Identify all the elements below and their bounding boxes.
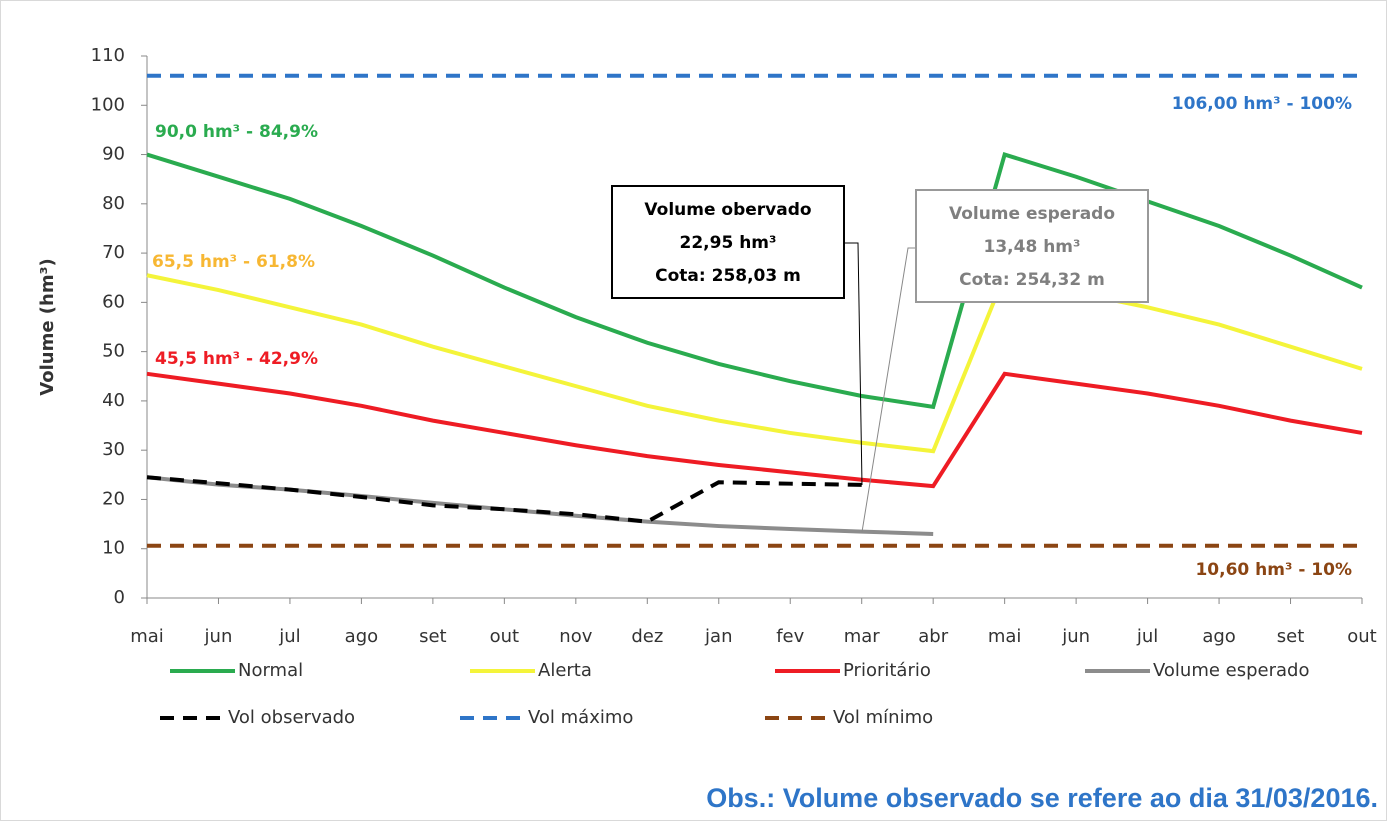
- x-tick-label: out: [1347, 626, 1376, 647]
- x-tick-label: ago: [1202, 626, 1235, 647]
- x-tick-label: mar: [844, 626, 881, 647]
- series-line: [146, 371, 1363, 489]
- callout-text: Cota: 258,03 m: [655, 266, 801, 286]
- y-tick-label: 0: [114, 587, 125, 608]
- legend-label: Vol observado: [228, 707, 355, 728]
- y-tick-label: 10: [102, 538, 125, 559]
- callout-text: Volume obervado: [644, 200, 811, 220]
- y-tick-label: 100: [91, 94, 125, 115]
- x-tick-label: mai: [988, 626, 1022, 647]
- leader-line: [845, 242, 863, 486]
- callout-text: 22,95 hm³: [680, 233, 777, 253]
- x-tick-label: ago: [345, 626, 378, 647]
- y-tick-label: 110: [91, 45, 125, 66]
- legend-label: Vol máximo: [528, 707, 633, 728]
- leader-line: [861, 247, 916, 533]
- y-axis-label: Volume (hm³): [37, 258, 58, 395]
- x-tick-label: set: [1277, 626, 1305, 647]
- x-tick-label: dez: [631, 626, 663, 647]
- x-tick-label: jan: [704, 626, 732, 647]
- y-tick-label: 60: [102, 291, 125, 312]
- x-tick-label: abr: [918, 626, 948, 647]
- series-line: [146, 152, 1363, 410]
- x-tick-label: jul: [1136, 626, 1158, 647]
- y-tick-label: 20: [102, 488, 125, 509]
- annotation: 10,60 hm³ - 10%: [1195, 560, 1352, 580]
- series-line: [146, 272, 1363, 454]
- legend-label: Vol mínimo: [833, 707, 933, 728]
- callout-box: [611, 185, 845, 299]
- callout-text: Volume esperado: [949, 204, 1115, 224]
- callout-box: [915, 189, 1149, 303]
- x-tick-label: set: [419, 626, 447, 647]
- x-tick-label: mai: [130, 626, 164, 647]
- x-tick-label: jul: [278, 626, 300, 647]
- legend-label: Alerta: [538, 660, 592, 681]
- x-tick-label: out: [490, 626, 519, 647]
- y-tick-label: 80: [102, 193, 125, 214]
- callout-text: 13,48 hm³: [984, 237, 1081, 257]
- annotation: 106,00 hm³ - 100%: [1172, 94, 1352, 114]
- y-tick-label: 30: [102, 439, 125, 460]
- annotation: 90,0 hm³ - 84,9%: [155, 122, 318, 142]
- x-tick-label: jun: [204, 626, 233, 647]
- series-line: [146, 475, 862, 524]
- x-tick-label: jun: [1061, 626, 1090, 647]
- x-tick-label: fev: [776, 626, 804, 647]
- y-tick-label: 90: [102, 144, 125, 165]
- legend-label: Volume esperado: [1153, 660, 1310, 681]
- annotation: 65,5 hm³ - 61,8%: [152, 252, 315, 272]
- y-tick-label: 70: [102, 242, 125, 263]
- y-tick-label: 50: [102, 341, 125, 362]
- y-tick-label: 40: [102, 390, 125, 411]
- legend-label: Prioritário: [843, 660, 931, 681]
- legend-label: Normal: [238, 660, 303, 681]
- callout-text: Cota: 254,32 m: [959, 270, 1105, 290]
- x-tick-label: nov: [559, 626, 592, 647]
- annotation: 45,5 hm³ - 42,9%: [155, 349, 318, 369]
- note: Obs.: Volume observado se refere ao dia …: [706, 783, 1378, 813]
